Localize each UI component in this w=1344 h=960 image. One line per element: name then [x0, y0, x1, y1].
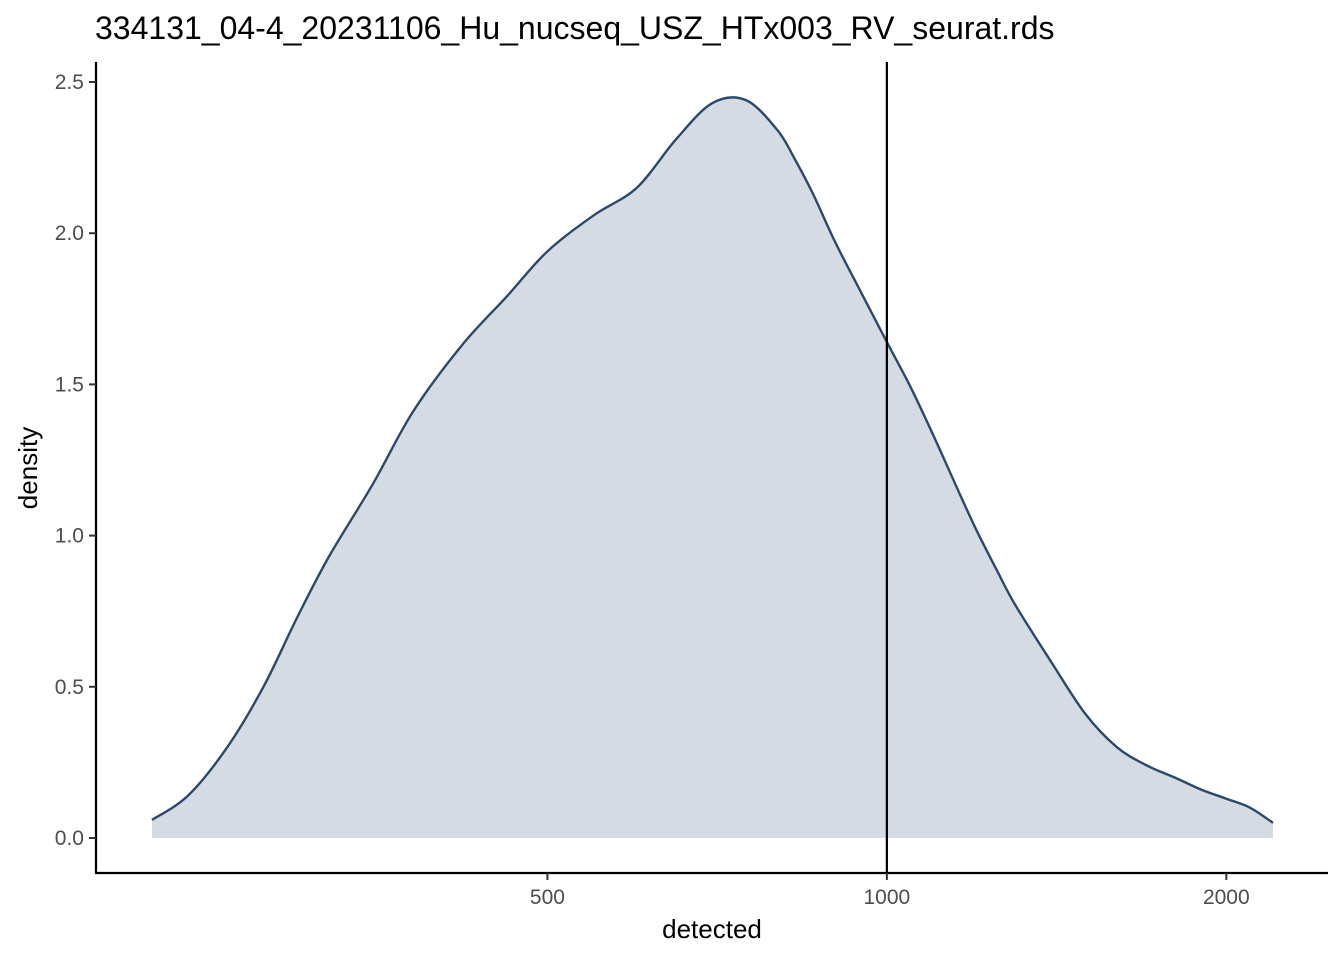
y-axis-title: density — [13, 427, 43, 509]
y-tick-label: 1.0 — [55, 525, 84, 548]
density-area-0 — [152, 97, 1273, 839]
x-tick-label: 2000 — [1203, 886, 1250, 909]
y-tick-label: 2.0 — [55, 222, 84, 245]
y-tick-label: 2.5 — [55, 71, 84, 94]
chart-title: 334131_04-4_20231106_Hu_nucseq_USZ_HTx00… — [95, 10, 1055, 46]
plot-area — [151, 62, 1274, 873]
density-line-0 — [151, 96, 1274, 824]
x-tick-label: 1000 — [864, 886, 911, 909]
y-tick-label: 0.5 — [55, 676, 84, 699]
y-tick-label: 1.5 — [55, 373, 84, 396]
y-tick-label: 0.0 — [55, 827, 84, 850]
axes: 0.0 0.5 1.0 1.5 2.0 2.5 500 1000 2000 — [55, 62, 1328, 909]
x-tick-label: 500 — [530, 886, 565, 909]
x-axis-title: detected — [662, 914, 762, 944]
